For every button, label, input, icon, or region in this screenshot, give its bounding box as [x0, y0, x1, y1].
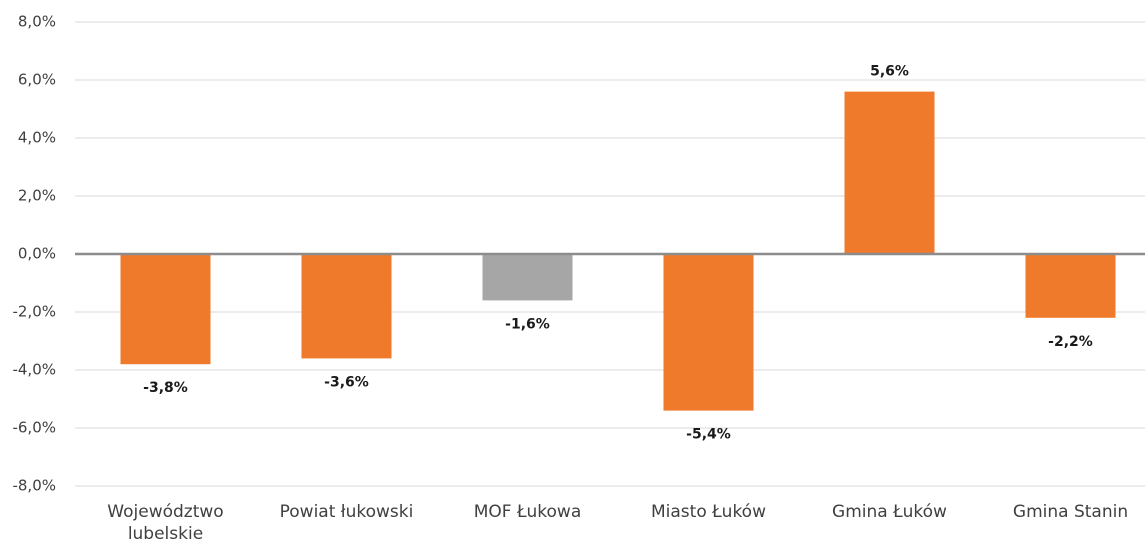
bar	[120, 254, 211, 365]
value-label: -1,6%	[505, 316, 550, 332]
x-tick-label: Gmina Łuków	[832, 502, 947, 522]
bar	[1025, 254, 1116, 318]
bar	[663, 254, 754, 411]
x-tick-label: Województwo lubelskie	[107, 502, 224, 544]
x-tick-label: Miasto Łuków	[650, 502, 766, 522]
value-label: -5,4%	[686, 427, 731, 443]
value-label: -3,6%	[324, 374, 369, 390]
bar	[482, 254, 573, 301]
y-tick-label: -2,0%	[12, 303, 56, 321]
y-tick-label: 8,0%	[18, 13, 56, 31]
bar	[844, 91, 935, 254]
y-tick-label: 2,0%	[18, 187, 56, 205]
y-tick-label: 4,0%	[18, 129, 56, 147]
value-label: -3,8%	[143, 380, 188, 396]
x-tick-label: MOF Łukowa	[473, 502, 582, 522]
y-tick-label: 6,0%	[18, 71, 56, 89]
y-tick-label: -8,0%	[12, 477, 56, 495]
bar	[301, 254, 392, 359]
y-tick-label: -4,0%	[12, 361, 56, 379]
value-label: 5,6%	[870, 64, 909, 80]
y-tick-label: 0,0%	[18, 245, 56, 263]
y-tick-label: -6,0%	[12, 419, 56, 437]
x-tick-label: Powiat łukowski	[279, 502, 414, 522]
x-tick-label: Gmina Stanin	[1012, 502, 1129, 522]
value-label: -2,2%	[1048, 334, 1093, 350]
